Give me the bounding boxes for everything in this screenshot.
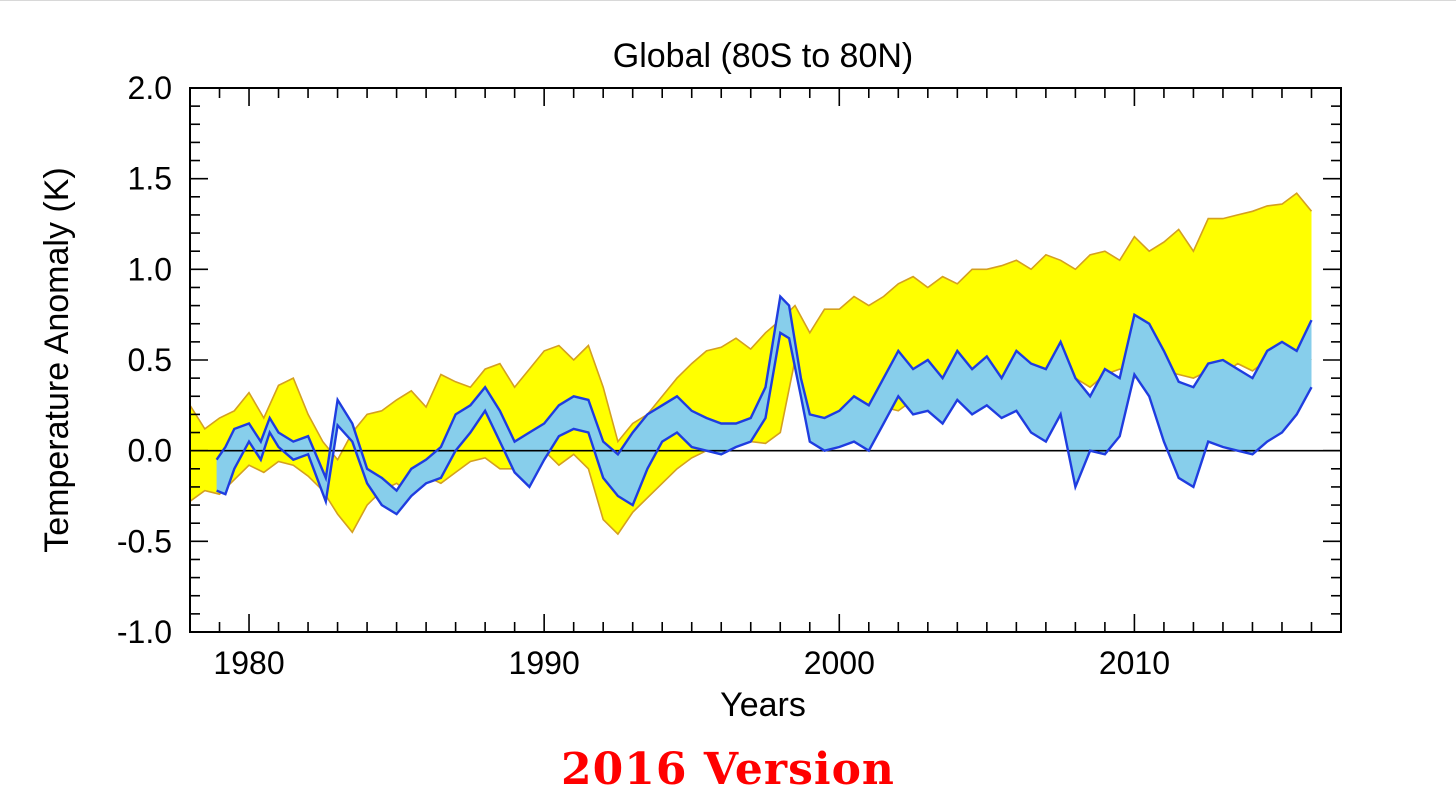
y-tick-label: -1.0 — [117, 614, 172, 650]
y-tick-label: 0.0 — [128, 433, 172, 469]
y-tick-label: 1.5 — [128, 161, 172, 197]
observations-lower-line — [216, 330, 1313, 516]
model-range-upper-line — [190, 192, 1313, 462]
observations-upper-line — [215, 293, 1313, 493]
y-tick-label: 0.5 — [128, 342, 172, 378]
x-tick-label: 2010 — [1099, 645, 1170, 681]
axes: 1980 1990 2000 2010 -1.0 -0.5 0.0 0.5 1.0 1.5 2.0 — [117, 70, 1342, 681]
version-caption: 2016 Version — [561, 744, 895, 795]
x-axis-label: Years — [720, 686, 806, 724]
x-tick-label: 2000 — [804, 645, 875, 681]
top-divider — [0, 0, 1456, 1]
y-tick-label: 1.0 — [128, 251, 172, 287]
x-tick-label: 1990 — [509, 645, 580, 681]
observations-band — [216, 296, 1312, 515]
model-range-band — [190, 193, 1312, 535]
y-axis-label: Temperature Anomaly (K) — [38, 167, 76, 553]
x-tick-label: 1980 — [213, 645, 284, 681]
y-tick-label: 2.0 — [128, 70, 172, 106]
y-tick-label: -0.5 — [117, 523, 172, 559]
plot-area — [190, 192, 1341, 536]
chart-title: Global (80S to 80N) — [613, 37, 914, 75]
